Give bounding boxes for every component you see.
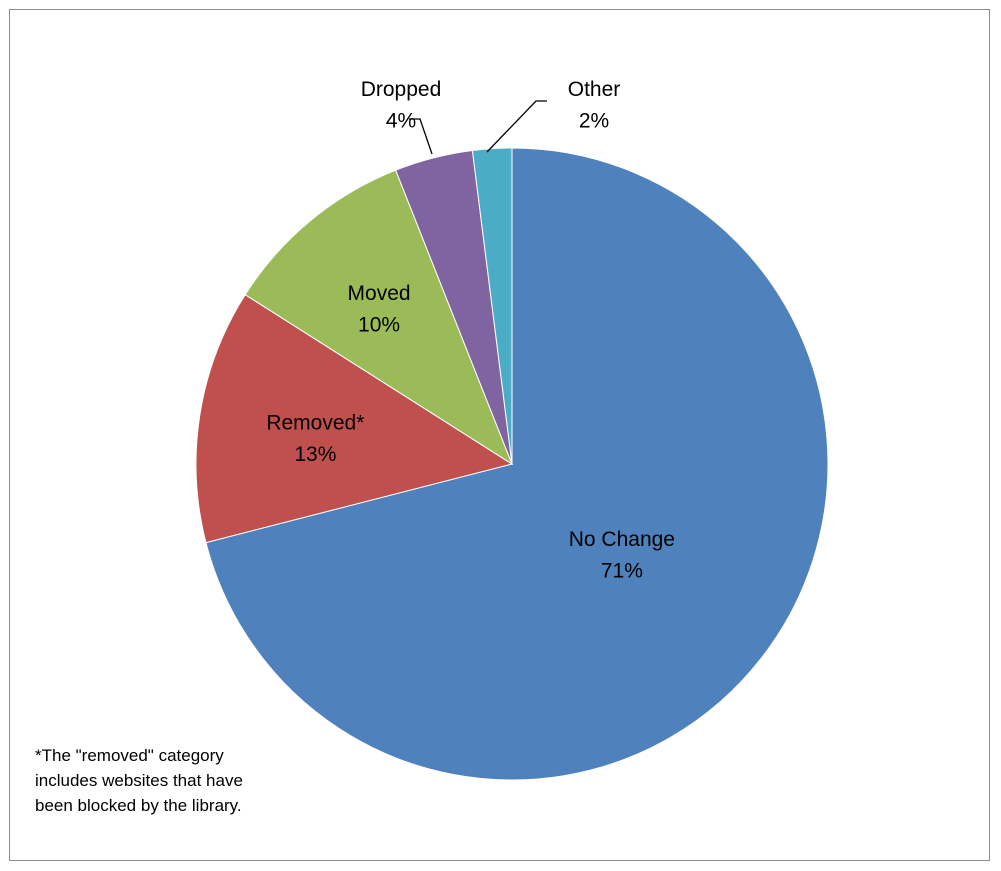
footnote-line: includes websites that have	[35, 771, 243, 790]
data-label-no-change: No Change 71%	[569, 528, 675, 583]
footnote: *The "removed" category includes website…	[35, 743, 335, 818]
percent-label: 2%	[579, 109, 609, 132]
slice-moved	[244, 169, 514, 466]
footnote-line: been blocked by the library.	[35, 796, 242, 815]
percent-label: 4%	[386, 109, 416, 132]
data-label-moved: Moved 10%	[348, 282, 411, 337]
percent-label: 10%	[358, 314, 400, 337]
leader-line-dropped	[409, 118, 433, 155]
percent-label: 13%	[294, 443, 336, 466]
category-label: No Change	[569, 528, 675, 551]
footnote-line: *The "removed" category	[35, 746, 224, 765]
data-labels: No Change 71% Removed* 13% Moved 10% Dropped 4%…	[266, 78, 675, 583]
leader-lines	[409, 100, 547, 155]
slice-removed	[195, 293, 514, 544]
slice-no-change	[205, 147, 829, 781]
data-label-dropped: Dropped 4%	[361, 78, 442, 133]
chart-area: No Change 71% Removed* 13% Moved 10% Dropped 4%…	[9, 9, 990, 861]
slice-other	[471, 147, 513, 465]
category-label: Removed*	[266, 412, 364, 435]
category-label: Dropped	[361, 78, 442, 101]
category-label: Other	[568, 78, 621, 101]
leader-line-other	[486, 100, 547, 153]
pie-slices	[195, 147, 829, 781]
data-label-other: Other 2%	[568, 78, 621, 133]
category-label: Moved	[348, 282, 411, 305]
percent-label: 71%	[601, 560, 643, 583]
pie-chart: No Change 71% Removed* 13% Moved 10% Dropped 4%…	[195, 78, 829, 781]
data-label-removed: Removed* 13%	[266, 412, 364, 467]
